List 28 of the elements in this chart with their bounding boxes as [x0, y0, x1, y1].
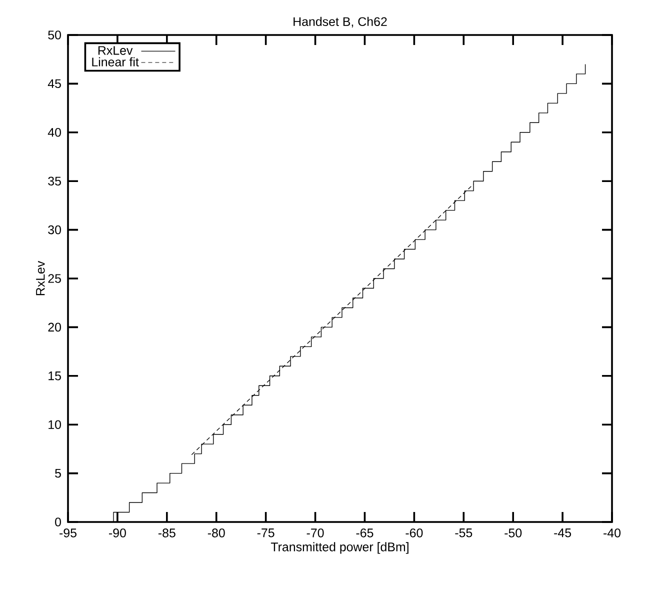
- y-tick-label: 25: [48, 274, 61, 283]
- x-tick-label: -90: [109, 528, 126, 538]
- x-tick-label: -40: [604, 528, 621, 538]
- y-tick-label: 35: [48, 176, 61, 186]
- y-tick-label: 5: [55, 468, 61, 478]
- x-tick-label: -50: [504, 528, 522, 538]
- x-tick-label: -80: [208, 528, 225, 538]
- x-tick-label: -55: [455, 528, 472, 538]
- x-tick-label: -70: [306, 528, 324, 538]
- x-axis-title: Transmitted power [dBm]: [270, 542, 408, 554]
- x-tick-label: -95: [60, 528, 76, 538]
- chart-title: Handset B, Ch62: [294, 16, 387, 28]
- y-tick-label: 10: [48, 420, 61, 430]
- y-tick-label: 40: [48, 128, 61, 137]
- legend-label: Linear fit: [92, 57, 139, 66]
- y-axis-title: RxLev: [36, 260, 45, 296]
- y-tick-label: 50: [48, 30, 61, 40]
- x-tick-label: -85: [158, 528, 176, 538]
- x-tick-label: -75: [257, 528, 274, 538]
- y-tick-label: 0: [55, 518, 61, 526]
- y-tick-label: 45: [48, 79, 61, 88]
- y-tick-label: 15: [48, 372, 61, 380]
- x-tick-label: -65: [356, 528, 374, 538]
- legend-label: RxLev: [98, 46, 133, 55]
- x-tick-label: -45: [554, 528, 572, 538]
- x-tick-label: -60: [406, 528, 423, 538]
- y-tick-label: 20: [48, 322, 61, 332]
- y-tick-label: 30: [48, 225, 61, 234]
